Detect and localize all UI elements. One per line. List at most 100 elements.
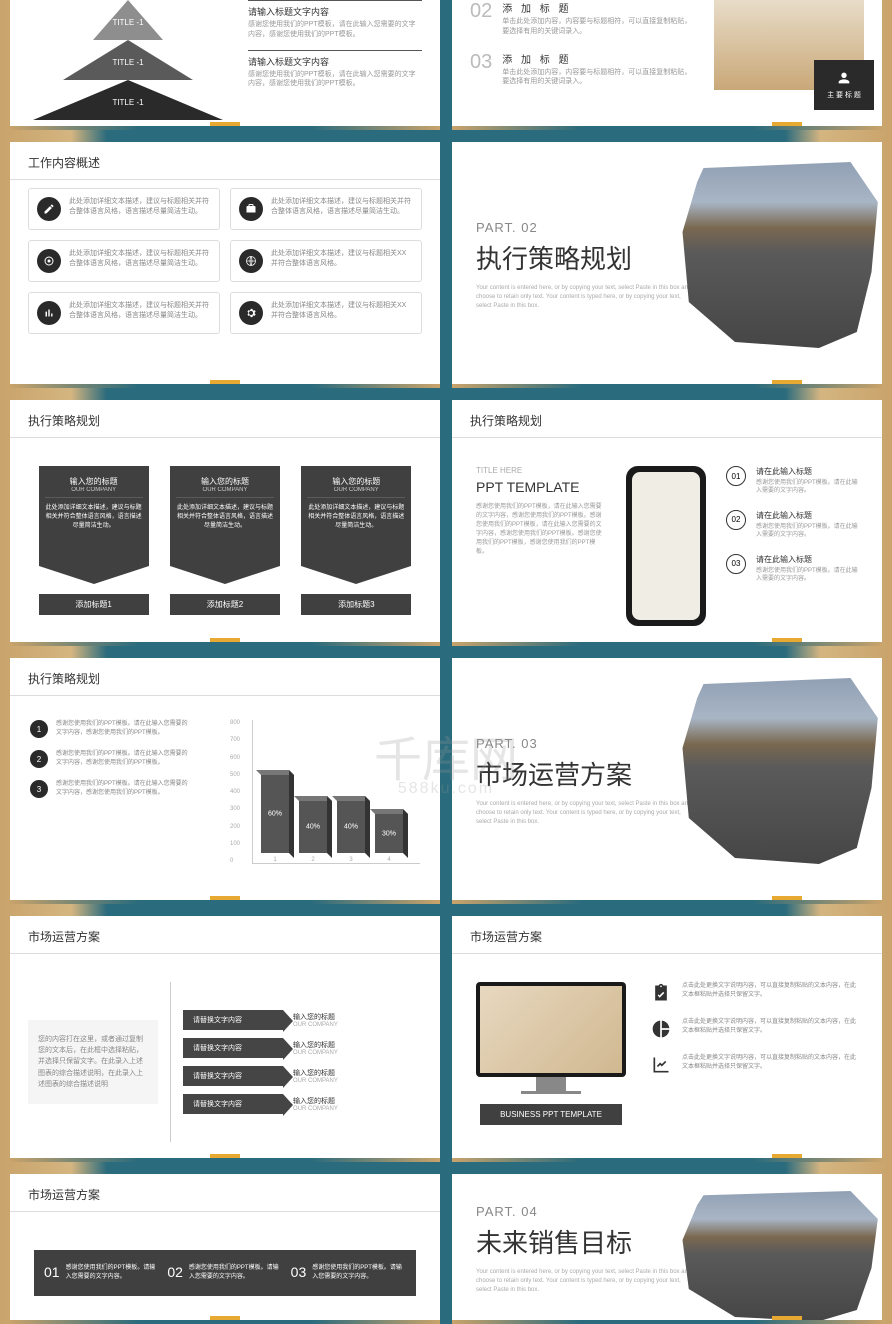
trend-icon — [651, 1055, 671, 1075]
box-button[interactable]: 添加标题1 — [39, 594, 149, 615]
block-desc: 感谢您使用我们的PPT模板，请在此输入您需要的文字内容，感谢您使用我们的PPT模… — [248, 20, 422, 40]
nr-text: 感谢您使用我们的PPT模板。请输入您需要的文字内容。 — [66, 1264, 160, 1282]
item-title: 请在此输入标题 — [756, 466, 858, 477]
block-title: 请输入标题文字内容 — [248, 5, 422, 18]
box-desc: 此处添加详细文本描述，建议与标题相关并符合整体语言风格，语言描述尽量简洁生动。 — [307, 504, 405, 531]
icon-card: 此处添加详细文本描述，建议与标题相关并符合整体语言风格，语言描述尽量简洁生动。 — [28, 240, 220, 282]
item-title: 请在此输入标题 — [756, 510, 858, 521]
phone-item-1: 01请在此输入标题感谢您使用我们的PPT模板。请在此输入需要的文字内容。 — [726, 466, 858, 496]
item-num: 03 — [726, 554, 746, 574]
phone-subtitle: TITLE HERE — [476, 466, 606, 475]
num-item-03: 03 添 加 标 题 单击此处添加内容，内容要与标题相符，可以直接复制粘贴，要选… — [470, 51, 694, 88]
item-number: 02 — [470, 0, 492, 37]
box-button[interactable]: 添加标题3 — [301, 594, 411, 615]
phone-mockup — [626, 466, 706, 626]
box-sub: OUR COMPANY — [176, 487, 274, 498]
monitor-item-2: 点击此处更换文字说明内容，可以直接复制粘贴的文本内容，在此文本框粘贴并选择只保留… — [650, 1018, 858, 1040]
card-text: 此处添加详细文本描述，建议与标题相关并符合整体语言风格，语言描述尽量简洁生动。 — [271, 197, 413, 217]
arrow-row-3: 请替换文字内容输入您的标题OUR COMPANY — [183, 1066, 422, 1086]
arrow-box-2: 输入您的标题OUR COMPANY此处添加详细文本描述，建议与标题相关并符合整体… — [170, 466, 280, 615]
block-desc: 感谢您使用我们的PPT模板，请在此输入您需要的文字内容，感谢您使用我们的PPT模… — [248, 70, 422, 90]
bar-chart: 8007006005004003002001000 60%140%240%330… — [210, 720, 420, 880]
arrow-box-1: 输入您的标题OUR COMPANY此处添加详细文本描述，建议与标题相关并符合整体… — [39, 466, 149, 615]
nr-num: 01 — [44, 1264, 60, 1282]
slide-section-02: PART. 02 执行策略规划 Your content is entered … — [452, 142, 882, 388]
clipboard-icon — [651, 983, 671, 1003]
item-title: 添 加 标 题 — [502, 0, 694, 15]
note-text: 感谢您使用我们的PPT模板。请在此输入您需要的文字内容，感谢您使用我们的PPT模… — [56, 780, 190, 798]
arrow-label: 请替换文字内容 — [183, 1010, 283, 1030]
phone-item-2: 02 请在此输入标题感谢您使用我们的PPT模板。请在此输入需要的文字内容。 — [726, 510, 858, 540]
slide-phone: 执行策略规划 TITLE HERE PPT TEMPLATE 感谢您使用我们的P… — [452, 400, 882, 646]
item-title: 请在此输入标题 — [756, 554, 858, 565]
box-sub: OUR COMPANY — [45, 487, 143, 498]
row-sub: OUR COMPANY — [293, 1106, 338, 1112]
item-title: 添 加 标 题 — [502, 51, 694, 66]
item-desc: 感谢您使用我们的PPT模板。请在此输入需要的文字内容。 — [756, 523, 858, 540]
gear-icon — [245, 307, 257, 319]
numrow-item-3: 03感谢您使用我们的PPT模板。请输入您需要的文字内容。 — [291, 1264, 406, 1282]
photo-overlay: 主 要 标 题 — [814, 60, 874, 110]
slide-bar-chart: 执行策略规划 1感谢您使用我们的PPT模板。请在此输入您需要的文字内容，感谢您使… — [10, 658, 440, 904]
slide-monitor: 市场运营方案 BUSINESS PPT TEMPLATE 点击此处更换文字说明内… — [452, 916, 882, 1162]
tri-label-1: TITLE -1 — [112, 18, 143, 27]
slide-title: 市场运营方案 — [10, 1174, 440, 1212]
data-callout: 数据说明：62% — [158, 0, 214, 1]
monitor-button[interactable]: BUSINESS PPT TEMPLATE — [480, 1104, 622, 1125]
pie-icon — [651, 1019, 671, 1039]
monitor-item-1: 点击此处更换文字说明内容，可以直接复制粘贴的文本内容，在此文本框粘贴并选择只保留… — [650, 982, 858, 1004]
slide-horizontal-arrows: 市场运营方案 您的内容打在这里，或者通过复制您的文本后，在此框中选择粘贴，并选择… — [10, 916, 440, 1162]
monitor-mockup — [476, 982, 626, 1077]
phone-item-3: 03请在此输入标题感谢您使用我们的PPT模板。请在此输入需要的文字内容。 — [726, 554, 858, 584]
nr-num: 02 — [167, 1264, 183, 1282]
target-icon — [43, 255, 55, 267]
slide-title: 执行策略规划 — [10, 400, 440, 438]
card-text: 此处添加详细文本描述，建议与标题相关并符合整体语言风格，语言描述尽量简洁生动。 — [69, 249, 211, 269]
item-num: 02 — [726, 510, 746, 530]
bag-icon — [245, 203, 257, 215]
item-text: 点击此处更换文字说明内容，可以直接复制粘贴的文本内容，在此文本框粘贴并选择只保留… — [682, 1018, 858, 1040]
pyramid-chart: TITLE -1 TITLE -1 TITLE -1 数据说明：62% — [28, 0, 228, 120]
item-text: 点击此处更换文字说明内容，可以直接复制粘贴的文本内容，在此文本框粘贴并选择只保留… — [682, 1054, 858, 1076]
slide-numbered-photo: 02 添 加 标 题 单击此处添加内容，内容要与标题相符，可以直接复制粘贴，要选… — [452, 0, 882, 130]
note-text: 感谢您使用我们的PPT模板。请在此输入您需要的文字内容，感谢您使用我们的PPT模… — [56, 750, 190, 768]
brush-image — [672, 152, 882, 352]
person-icon — [836, 70, 852, 86]
row-label: 输入您的标题 — [293, 1096, 338, 1106]
text-block-1: 请输入标题文字内容 感谢您使用我们的PPT模板，请在此输入您需要的文字内容，感谢… — [248, 0, 422, 40]
chart-note-3: 3感谢您使用我们的PPT模板。请在此输入您需要的文字内容，感谢您使用我们的PPT… — [30, 780, 190, 798]
slide-title: 执行策略规划 — [452, 400, 882, 438]
phone-title: PPT TEMPLATE — [476, 479, 606, 495]
slide-title: 工作内容概述 — [10, 142, 440, 180]
arrow-row-4: 请替换文字内容输入您的标题OUR COMPANY — [183, 1094, 422, 1114]
slide-numrow: 市场运营方案 01 感谢您使用我们的PPT模板。请输入您需要的文字内容。 02 感谢… — [10, 1174, 440, 1324]
slide-triangle: TITLE -1 TITLE -1 TITLE -1 数据说明：62% 请输入标… — [10, 0, 440, 130]
arrow-row-1: 请替换文字内容输入您的标题OUR COMPANY — [183, 1010, 422, 1030]
box-sub: OUR COMPANY — [307, 487, 405, 498]
chart-note-1: 1感谢您使用我们的PPT模板。请在此输入您需要的文字内容，感谢您使用我们的PPT… — [30, 720, 190, 738]
slide-icon-grid: 工作内容概述 此处添加详细文本描述，建议与标题相关并符合整体语言风格，语言描述尽… — [10, 142, 440, 388]
row-label: 输入您的标题 — [293, 1012, 338, 1022]
card-text: 此处添加详细文本描述，建议与标题相关XX并符合整体语言风格。 — [271, 301, 413, 321]
icon-card: 此处添加详细文本描述，建议与标题相关XX并符合整体语言风格。 — [230, 292, 422, 334]
item-desc: 单击此处添加内容，内容要与标题相符，可以直接复制粘贴，要选择有用的关键词录入。 — [502, 68, 694, 88]
nr-text: 感谢您使用我们的PPT模板。请输入您需要的文字内容。 — [189, 1264, 283, 1282]
pencil-icon — [43, 203, 55, 215]
arrow-box-3: 输入您的标题OUR COMPANY此处添加详细文本描述，建议与标题相关并符合整体… — [301, 466, 411, 615]
tri-label-2: TITLE -1 — [112, 58, 143, 67]
item-desc: 单击此处添加内容，内容要与标题相符，可以直接复制粘贴，要选择有用的关键词录入。 — [502, 17, 694, 37]
arrow-label: 请替换文字内容 — [183, 1038, 283, 1058]
chart-icon — [43, 307, 55, 319]
box-button[interactable]: 添加标题2 — [170, 594, 280, 615]
row-sub: OUR COMPANY — [293, 1050, 338, 1056]
slide-section-04: PART. 04 未来销售目标 Your content is entered … — [452, 1174, 882, 1324]
section-desc: Your content is entered here, or by copy… — [476, 800, 696, 827]
phone-desc: 感谢您使用我们的PPT模板，请在此输入您需要的文字内容，感谢您使用我们的PPT模… — [476, 503, 606, 557]
overlay-text: 主 要 标 题 — [827, 90, 861, 100]
slide-arrow-boxes: 执行策略规划 输入您的标题OUR COMPANY此处添加详细文本描述，建议与标题… — [10, 400, 440, 646]
row-label: 输入您的标题 — [293, 1040, 338, 1050]
left-text: 您的内容打在这里，或者通过复制您的文本后，在此框中选择粘贴，并选择只保留文字。在… — [28, 1020, 158, 1104]
icon-card: 此处添加详细文本描述，建议与标题相关XX并符合整体语言风格。 — [230, 240, 422, 282]
brush-image — [672, 668, 882, 868]
nr-num: 03 — [291, 1264, 307, 1282]
